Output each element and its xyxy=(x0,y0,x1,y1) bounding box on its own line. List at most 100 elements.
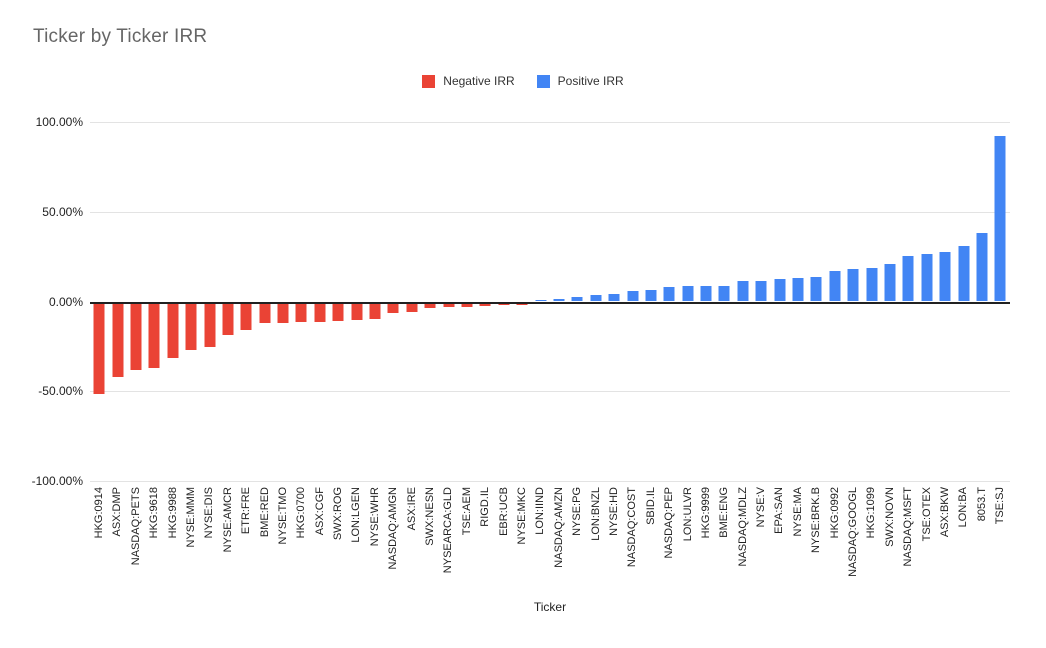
x-tick-label: NYSE:WHR xyxy=(368,487,381,547)
x-tick-label: NYSE:MKC xyxy=(515,487,528,545)
bar-slot xyxy=(347,122,365,481)
bar-slot xyxy=(715,122,733,481)
legend-item-negative[interactable]: Negative IRR xyxy=(422,74,515,88)
bar-NASDAQ:PEP[interactable] xyxy=(663,286,675,302)
y-tick-label: -50.00% xyxy=(38,384,83,399)
bar-slot xyxy=(899,122,917,481)
bar-slot xyxy=(918,122,936,481)
x-label-slot: HKG:0914 xyxy=(90,487,108,587)
bar-HKG:1099[interactable] xyxy=(866,268,878,302)
bar-SWX:ROG[interactable] xyxy=(332,301,344,321)
bar-NYSE:MA[interactable] xyxy=(792,278,804,302)
bar-LON:LGEN[interactable] xyxy=(351,301,363,321)
bar-BME:RED[interactable] xyxy=(259,301,271,324)
bar-slot xyxy=(127,122,145,481)
bar-NYSE:AMCR[interactable] xyxy=(222,301,234,335)
bar-HKG:0700[interactable] xyxy=(295,301,307,323)
x-label-slot: NASDAQ:AMZN xyxy=(550,487,568,587)
bar-slot xyxy=(807,122,825,481)
bar-RIGD.IL[interactable] xyxy=(479,301,491,307)
bar-HKG:9999[interactable] xyxy=(700,286,712,302)
legend-item-positive[interactable]: Positive IRR xyxy=(536,74,624,88)
bar-NYSE:TMO[interactable] xyxy=(277,301,289,323)
x-tick-label: HKG:0992 xyxy=(828,487,841,539)
bar-BME:ENG[interactable] xyxy=(718,285,730,302)
x-label-slot: NYSE:PG xyxy=(568,487,586,587)
x-label-slot: RIGD.IL xyxy=(476,487,494,587)
x-label-slot: ASX:IRE xyxy=(403,487,421,587)
bar-TSE:SJ[interactable] xyxy=(994,135,1006,302)
bar-ASX:IRE[interactable] xyxy=(406,301,418,312)
bar-NYSE:V[interactable] xyxy=(755,280,767,302)
positive-irr-swatch-icon xyxy=(536,74,550,88)
bar-LON:IIND[interactable] xyxy=(535,299,547,302)
x-axis-labels: HKG:0914 ASX:DMP NASDAQ:PETS HKG:9618 HKG:99… xyxy=(90,487,1010,587)
bar-HKG:0914[interactable] xyxy=(93,301,105,394)
bar-slot xyxy=(292,122,310,481)
bar-LON:ULVR[interactable] xyxy=(682,286,694,302)
bar-slot xyxy=(936,122,954,481)
x-label-slot: TSE:AEM xyxy=(458,487,476,587)
bar-NASDAQ:COST[interactable] xyxy=(627,291,639,302)
bar-slot xyxy=(623,122,641,481)
bar-NYSE:BRK.B[interactable] xyxy=(810,277,822,302)
legend-label-negative: Negative IRR xyxy=(443,74,515,88)
x-tick-label: NASDAQ:AMGN xyxy=(387,487,400,570)
legend-label-positive: Positive IRR xyxy=(557,74,624,88)
bar-NASDAQ:GOOGL[interactable] xyxy=(847,269,859,302)
x-label-slot: NASDAQ:COST xyxy=(623,487,641,587)
bar-TSE:AEM[interactable] xyxy=(461,301,473,307)
x-label-slot: ASX:DMP xyxy=(108,487,126,587)
bar-NASDAQ:PETS[interactable] xyxy=(130,301,142,370)
bar-NASDAQ:MDLZ[interactable] xyxy=(737,281,749,302)
bar-NYSE:WHR[interactable] xyxy=(369,301,381,320)
x-label-slot: ETR:FRE xyxy=(237,487,255,587)
x-tick-label: NYSE:MA xyxy=(791,487,804,537)
x-label-slot: NYSE:MMM xyxy=(182,487,200,587)
x-tick-label: ASX:IRE xyxy=(405,487,418,531)
x-label-slot: NASDAQ:GOOGL xyxy=(844,487,862,587)
bar-HKG:9988[interactable] xyxy=(167,301,179,359)
x-label-slot: BME:ENG xyxy=(715,487,733,587)
bar-slot xyxy=(605,122,623,481)
x-tick-label: NYSE:PG xyxy=(571,487,584,536)
bar-NASDAQ:AMGN[interactable] xyxy=(387,301,399,314)
x-label-slot: 8053.T xyxy=(973,487,991,587)
bar-LON:BNZL[interactable] xyxy=(590,294,602,302)
bar-EPA:SAN[interactable] xyxy=(774,278,786,302)
bar-ASX:DMP[interactable] xyxy=(112,301,124,377)
bar-ASX:BKW[interactable] xyxy=(939,251,951,302)
bar-HKG:9618[interactable] xyxy=(148,301,160,368)
bar-NASDAQ:MSFT[interactable] xyxy=(902,255,914,302)
bar-slot xyxy=(531,122,549,481)
chart-title: Ticker by Ticker IRR xyxy=(33,26,208,47)
gridline xyxy=(90,481,1010,482)
y-tick-label: 0.00% xyxy=(48,294,83,309)
x-tick-label: SBID.IL xyxy=(644,487,657,525)
x-label-slot: NYSE:HD xyxy=(605,487,623,587)
bar-HKG:0992[interactable] xyxy=(829,271,841,302)
bar-NYSE:PG[interactable] xyxy=(571,297,583,302)
bar-NYSE:HD[interactable] xyxy=(608,293,620,302)
bar-ASX:CGF[interactable] xyxy=(314,301,326,322)
bar-slot xyxy=(954,122,972,481)
bar-NASDAQ:AMZN[interactable] xyxy=(553,298,565,302)
bar-slot xyxy=(973,122,991,481)
bar-8053.T[interactable] xyxy=(976,233,988,302)
x-tick-label: NASDAQ:AMZN xyxy=(552,487,565,568)
x-tick-label: ETR:FRE xyxy=(240,487,253,535)
x-label-slot: ASX:CGF xyxy=(311,487,329,587)
bar-SWX:NESN[interactable] xyxy=(424,301,436,308)
bar-slot xyxy=(734,122,752,481)
bar-NYSEARCA:GLD[interactable] xyxy=(443,301,455,308)
bar-SWX:NOVN[interactable] xyxy=(884,263,896,302)
bar-NYSE:DIS[interactable] xyxy=(204,301,216,348)
bar-NYSE:MMM[interactable] xyxy=(185,301,197,350)
bar-SBID.IL[interactable] xyxy=(645,290,657,302)
bar-LON:BA[interactable] xyxy=(958,245,970,302)
gridline xyxy=(90,122,1010,123)
bar-slot xyxy=(770,122,788,481)
bar-TSE:OTEX[interactable] xyxy=(921,253,933,302)
bar-ETR:FRE[interactable] xyxy=(240,301,252,330)
bar-slot xyxy=(587,122,605,481)
